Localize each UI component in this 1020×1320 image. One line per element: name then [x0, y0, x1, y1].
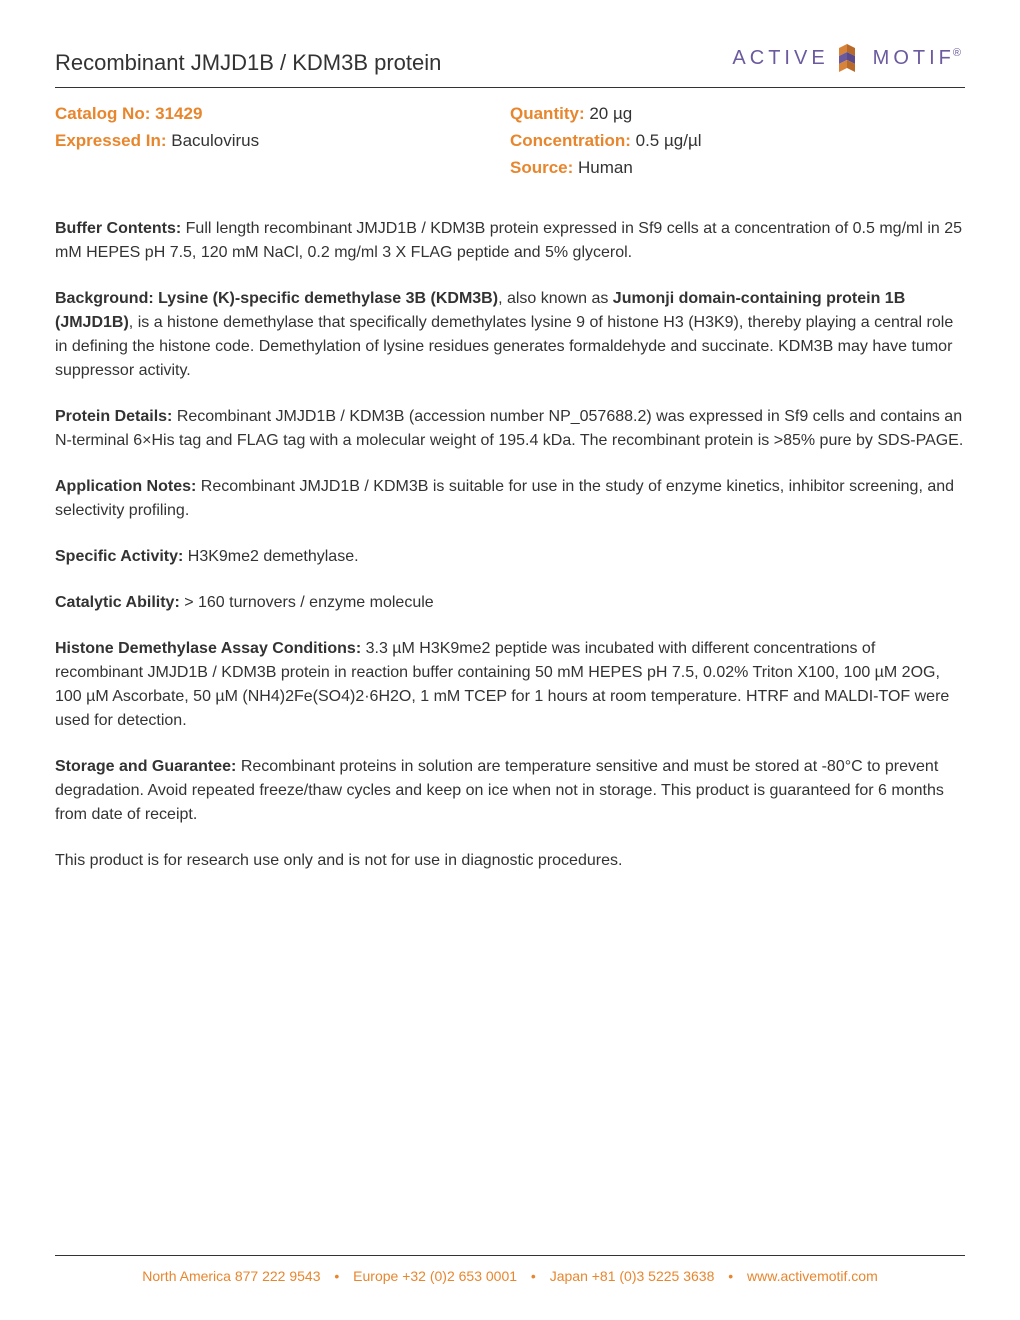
application-label: Application Notes: — [55, 478, 201, 495]
catalog-value: 31429 — [155, 104, 202, 123]
footer-sep-1: • — [334, 1268, 339, 1284]
meta-left-col: Catalog No: 31429 Expressed In: Baculovi… — [55, 100, 510, 182]
assay-label: Histone Demethylase Assay Conditions: — [55, 640, 366, 657]
protein-para: Protein Details: Recombinant JMJD1B / KD… — [55, 405, 965, 453]
footer-na: North America 877 222 9543 — [142, 1268, 320, 1284]
logo-icon — [835, 40, 867, 76]
storage-label: Storage and Guarantee: — [55, 758, 241, 775]
meta-right-col: Quantity: 20 µg Concentration: 0.5 µg/µl… — [510, 100, 965, 182]
logo: ACTIVE MOTIF® — [732, 40, 965, 76]
source-value: Human — [578, 158, 633, 177]
concentration-value: 0.5 µg/µl — [636, 131, 702, 150]
application-para: Application Notes: Recombinant JMJD1B / … — [55, 475, 965, 523]
footer: North America 877 222 9543 • Europe +32 … — [55, 1255, 965, 1284]
catalytic-text: > 160 turnovers / enzyme molecule — [184, 594, 433, 611]
expressed-label: Expressed In: — [55, 131, 167, 150]
quantity-label: Quantity: — [510, 104, 585, 123]
logo-text-left: ACTIVE — [732, 47, 828, 70]
logo-text-right: MOTIF® — [873, 47, 965, 70]
background-rest: , is a histone demethylase that specific… — [55, 314, 953, 379]
footer-web: www.activemotif.com — [747, 1268, 878, 1284]
page-title: Recombinant JMJD1B / KDM3B protein — [55, 50, 441, 76]
source-line: Source: Human — [510, 154, 965, 181]
catalytic-para: Catalytic Ability: > 160 turnovers / enz… — [55, 591, 965, 615]
concentration-label: Concentration: — [510, 131, 631, 150]
background-label: Background: — [55, 290, 158, 307]
content-body: Buffer Contents: Full length recombinant… — [55, 217, 965, 873]
catalytic-label: Catalytic Ability: — [55, 594, 184, 611]
expressed-value: Baculovirus — [171, 131, 259, 150]
background-mid: , also known as — [498, 290, 613, 307]
header: Recombinant JMJD1B / KDM3B protein ACTIV… — [55, 50, 965, 82]
specific-label: Specific Activity: — [55, 548, 188, 565]
disclaimer-para: This product is for research use only an… — [55, 849, 965, 873]
footer-sep-2: • — [531, 1268, 536, 1284]
buffer-text: Full length recombinant JMJD1B / KDM3B p… — [55, 220, 962, 261]
concentration-line: Concentration: 0.5 µg/µl — [510, 127, 965, 154]
source-label: Source: — [510, 158, 573, 177]
footer-jp: Japan +81 (0)3 5225 3638 — [550, 1268, 715, 1284]
quantity-line: Quantity: 20 µg — [510, 100, 965, 127]
buffer-label: Buffer Contents: — [55, 220, 186, 237]
footer-eu: Europe +32 (0)2 653 0001 — [353, 1268, 517, 1284]
buffer-para: Buffer Contents: Full length recombinant… — [55, 217, 965, 265]
assay-para: Histone Demethylase Assay Conditions: 3.… — [55, 637, 965, 733]
background-bold1: Lysine (K)-specific demethylase 3B (KDM3… — [158, 290, 498, 307]
storage-para: Storage and Guarantee: Recombinant prote… — [55, 755, 965, 827]
meta-section: Catalog No: 31429 Expressed In: Baculovi… — [55, 100, 965, 182]
footer-sep-3: • — [728, 1268, 733, 1284]
header-divider — [55, 87, 965, 88]
catalog-line: Catalog No: 31429 — [55, 100, 510, 127]
protein-label: Protein Details: — [55, 408, 177, 425]
specific-text: H3K9me2 demethylase. — [188, 548, 359, 565]
quantity-value: 20 µg — [589, 104, 632, 123]
specific-para: Specific Activity: H3K9me2 demethylase. — [55, 545, 965, 569]
disclaimer-text: This product is for research use only an… — [55, 852, 622, 869]
background-para: Background: Lysine (K)-specific demethyl… — [55, 287, 965, 383]
protein-text: Recombinant JMJD1B / KDM3B (accession nu… — [55, 408, 963, 449]
catalog-label: Catalog No: — [55, 104, 150, 123]
expressed-line: Expressed In: Baculovirus — [55, 127, 510, 154]
